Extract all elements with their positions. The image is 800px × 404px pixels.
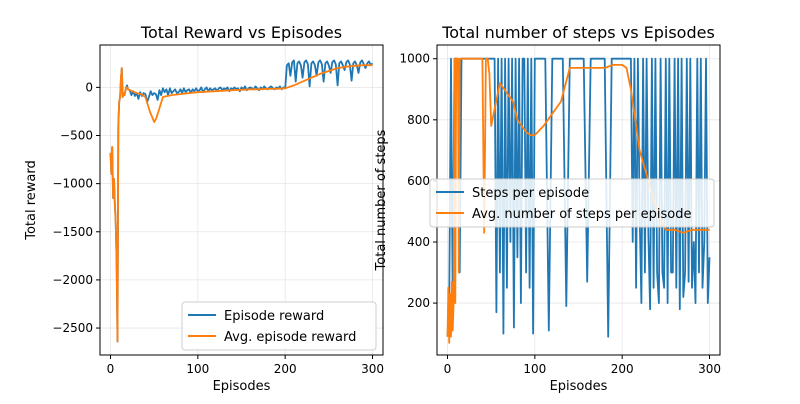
legend-label-2: Avg. number of steps per episode <box>472 207 691 222</box>
y-tick-label: 0 <box>85 80 93 94</box>
y-axis-label: Total reward <box>24 160 39 241</box>
y-tick-label: 800 <box>407 113 430 127</box>
x-tick-label: 0 <box>107 362 115 376</box>
chart-panel-2: 0 100 200 300 200 400 600 800 1000 Total number o… <box>374 23 721 394</box>
legend: Steps per episode Avg. number of steps pe… <box>429 178 715 228</box>
chart-title: Total Reward vs Episodes <box>140 23 342 42</box>
legend: Episode reward Avg. episode reward <box>181 301 377 351</box>
y-tick-label: 200 <box>407 296 430 310</box>
legend-box <box>429 178 715 228</box>
x-tick-label: 200 <box>274 362 297 376</box>
x-tick-label: 300 <box>361 362 384 376</box>
x-tick-label: 100 <box>186 362 209 376</box>
x-tick-label: 0 <box>444 362 452 376</box>
y-tick-label: −500 <box>60 128 93 142</box>
y-tick-label: −1000 <box>52 177 93 191</box>
x-tick-label: 300 <box>698 362 721 376</box>
x-axis-label: Episodes <box>213 379 271 394</box>
chart-title: Total number of steps vs Episodes <box>441 23 715 42</box>
series-line-2 <box>109 64 373 343</box>
y-tick-label: −2000 <box>52 273 93 287</box>
legend-box <box>181 301 377 351</box>
axes-frame <box>99 44 384 356</box>
y-tick-label: 600 <box>407 174 430 188</box>
y-tick-label: 400 <box>407 235 430 249</box>
y-tick-label: −1500 <box>52 225 93 239</box>
legend-label-1: Steps per episode <box>472 186 589 201</box>
x-tick-label: 100 <box>523 362 546 376</box>
series-line-1 <box>109 59 374 343</box>
chart-panel-1: 0 100 200 300 −2500 −2000 −1500 −1000 −500 0 Total… <box>24 23 384 394</box>
legend-label-1: Episode reward <box>224 309 324 324</box>
y-axis-label: Total number of steps <box>374 129 389 271</box>
y-tick-label: 1000 <box>399 52 430 66</box>
y-tick-label: −2500 <box>52 321 93 335</box>
series-line-2 <box>446 57 710 344</box>
legend-label-2: Avg. episode reward <box>224 330 356 345</box>
x-axis-label: Episodes <box>550 379 608 394</box>
x-tick-label: 200 <box>611 362 634 376</box>
